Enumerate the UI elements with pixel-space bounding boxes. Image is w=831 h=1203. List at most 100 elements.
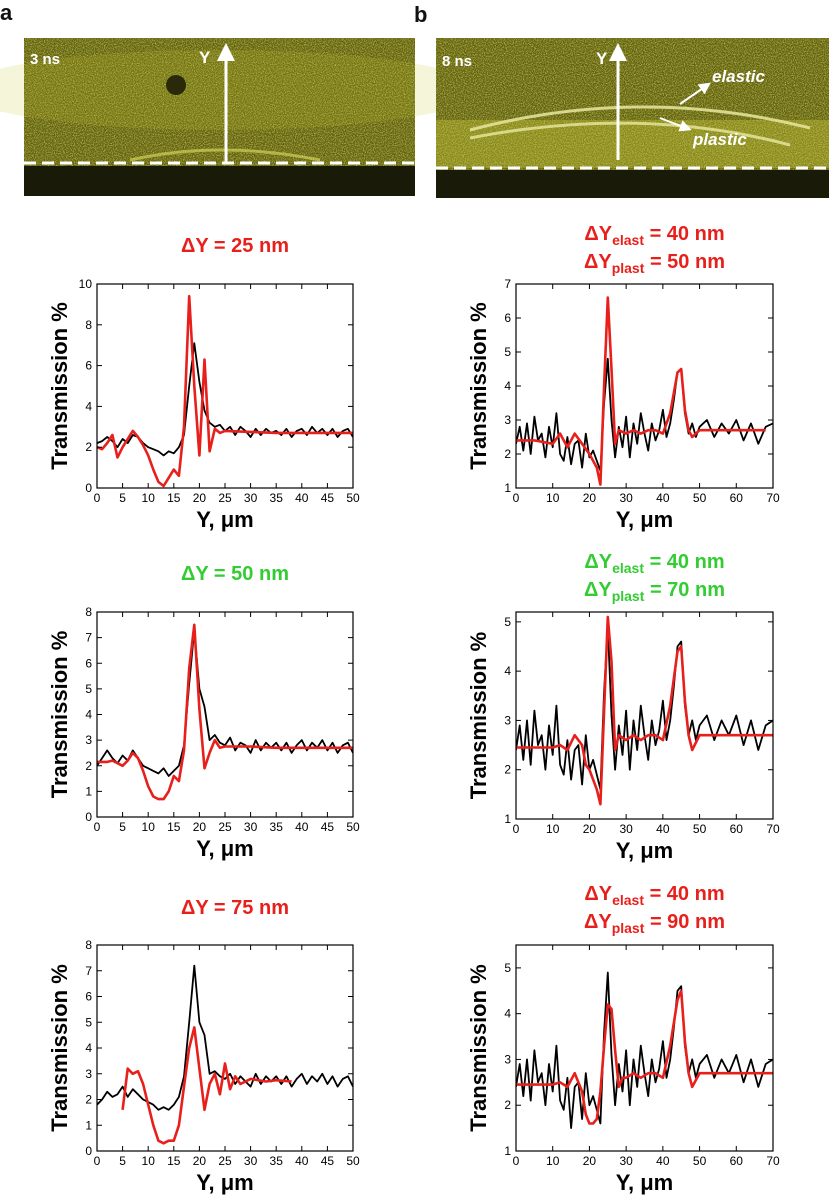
title-subscript: elast	[612, 560, 644, 576]
title-subscript: plast	[612, 920, 645, 936]
x-tick-label: 30	[619, 822, 633, 836]
x-tick-label: 50	[693, 822, 707, 836]
series-simulated	[97, 623, 353, 801]
x-tick-label: 70	[766, 491, 780, 505]
x-axis-label: Y, μm	[616, 838, 673, 863]
x-tick-label: 10	[546, 491, 560, 505]
title-prefix: ΔY	[181, 235, 209, 257]
y-tick-label: 6	[85, 990, 92, 1004]
chart-a2: ΔY = 50 nm0 5 10 15 20 25 30 35 40 45 50012345678Y…	[47, 563, 360, 861]
y-tick-label: 5	[504, 615, 511, 629]
x-tick-label: 30	[619, 491, 633, 505]
x-tick-label: 45	[321, 820, 335, 834]
x-tick-label: 20	[193, 491, 207, 505]
series-simulated	[97, 294, 353, 488]
plot-frame	[515, 283, 774, 489]
x-tick-label: 30	[244, 820, 258, 834]
title-prefix: ΔY	[584, 883, 612, 905]
title-value: = 25 nm	[208, 235, 289, 257]
x-tick-label: 15	[167, 820, 181, 834]
chart-a1: ΔY = 25 nm 0 5 10 15 20 25 30 35 40 45 50 0 2 4 6 8 10 Y, …	[47, 235, 360, 532]
x-tick-label: 0	[513, 491, 520, 505]
y-tick-label: 7	[85, 964, 92, 978]
title-value: = 40 nm	[644, 883, 725, 905]
y-tick-label: 1	[504, 481, 511, 495]
y-tick-label: 2	[504, 447, 511, 461]
title-subscript: plast	[612, 588, 645, 604]
x-tick-label: 35	[270, 820, 284, 834]
charts: ΔY = 25 nm0 5 10 15 20 25 30 35 40 45 500246810Y, …	[47, 223, 780, 1195]
y-tick-label: 7	[504, 277, 511, 291]
x-tick-label: 10	[546, 1154, 560, 1168]
plot-frame	[96, 611, 354, 818]
x-tick-label: 0	[94, 1154, 101, 1168]
axis-label-b: Y	[596, 49, 608, 68]
x-tick-label: 10	[142, 491, 156, 505]
y-tick-label: 1	[85, 1118, 92, 1132]
y-tick-label: 1	[504, 812, 511, 826]
y-tick-label: 7	[85, 631, 92, 645]
y-axis-label: Transmission %	[47, 302, 72, 470]
x-tick-label: 15	[167, 1154, 181, 1168]
x-tick-label: 10	[546, 822, 560, 836]
x-tick-label: 50	[346, 820, 360, 834]
series-measured	[516, 971, 773, 1129]
title-value: = 40 nm	[644, 551, 725, 573]
y-tick-label: 5	[85, 682, 92, 696]
x-tick-label: 5	[119, 491, 126, 505]
title-prefix: ΔY	[584, 911, 612, 933]
y-tick-label: 2	[504, 763, 511, 777]
time-label-b: 8 ns	[442, 53, 472, 70]
y-tick-label: 3	[504, 713, 511, 727]
x-tick-label: 25	[218, 491, 232, 505]
title-subscript: elast	[612, 232, 644, 248]
x-tick-label: 10	[142, 1154, 156, 1168]
y-tick-label: 1	[85, 784, 92, 798]
chart-title-line: ΔYplast = 70 nm	[584, 579, 725, 604]
annotation-elastic: elastic	[712, 67, 765, 86]
x-tick-label: 20	[193, 820, 207, 834]
x-tick-label: 30	[619, 1154, 633, 1168]
micrograph-a: 3 ns Y	[0, 38, 480, 196]
plot-frame	[96, 283, 354, 489]
x-tick-label: 50	[346, 1154, 360, 1168]
y-tick-label: 2	[85, 1093, 92, 1107]
x-axis-label: Y, μm	[616, 1170, 673, 1195]
x-tick-label: 50	[346, 491, 360, 505]
title-prefix: ΔY	[181, 897, 209, 919]
x-tick-label: 40	[656, 1154, 670, 1168]
x-tick-label: 40	[656, 822, 670, 836]
y-tick-label: 5	[85, 1015, 92, 1029]
title-prefix: ΔY	[181, 563, 209, 585]
x-tick-label: 60	[730, 822, 744, 836]
x-tick-label: 25	[218, 1154, 232, 1168]
series-simulated	[121, 1026, 292, 1145]
y-tick-label: 4	[85, 708, 92, 722]
x-tick-label: 20	[193, 1154, 207, 1168]
x-tick-label: 60	[730, 1154, 744, 1168]
series-simulated	[516, 989, 773, 1125]
x-tick-label: 60	[730, 491, 744, 505]
title-value: = 40 nm	[644, 223, 725, 245]
y-axis-label: Transmission %	[466, 964, 491, 1132]
chart-title-line: ΔYplast = 50 nm	[584, 251, 725, 276]
x-tick-label: 30	[244, 1154, 258, 1168]
axis-label-a: Y	[199, 48, 211, 67]
y-tick-label: 8	[85, 605, 92, 619]
x-tick-label: 5	[119, 820, 126, 834]
y-tick-label: 10	[79, 277, 93, 291]
y-axis-label: Transmission %	[466, 632, 491, 800]
x-tick-label: 40	[295, 491, 309, 505]
x-tick-label: 20	[583, 1154, 597, 1168]
y-tick-label: 4	[504, 1007, 511, 1021]
y-tick-label: 6	[504, 311, 511, 325]
plot-frame	[515, 611, 774, 820]
y-axis-label: Transmission %	[47, 631, 72, 799]
series-measured	[516, 357, 773, 472]
chart-a3: ΔY = 75 nm0 5 10 15 20 25 30 35 40 45 50012345678Y…	[47, 897, 360, 1195]
series-measured	[97, 342, 353, 457]
micrograph-b: 8 ns Y elastic plastic	[436, 38, 829, 198]
chart-title-line: ΔYelast = 40 nm	[584, 551, 724, 576]
y-tick-label: 2	[85, 440, 92, 454]
